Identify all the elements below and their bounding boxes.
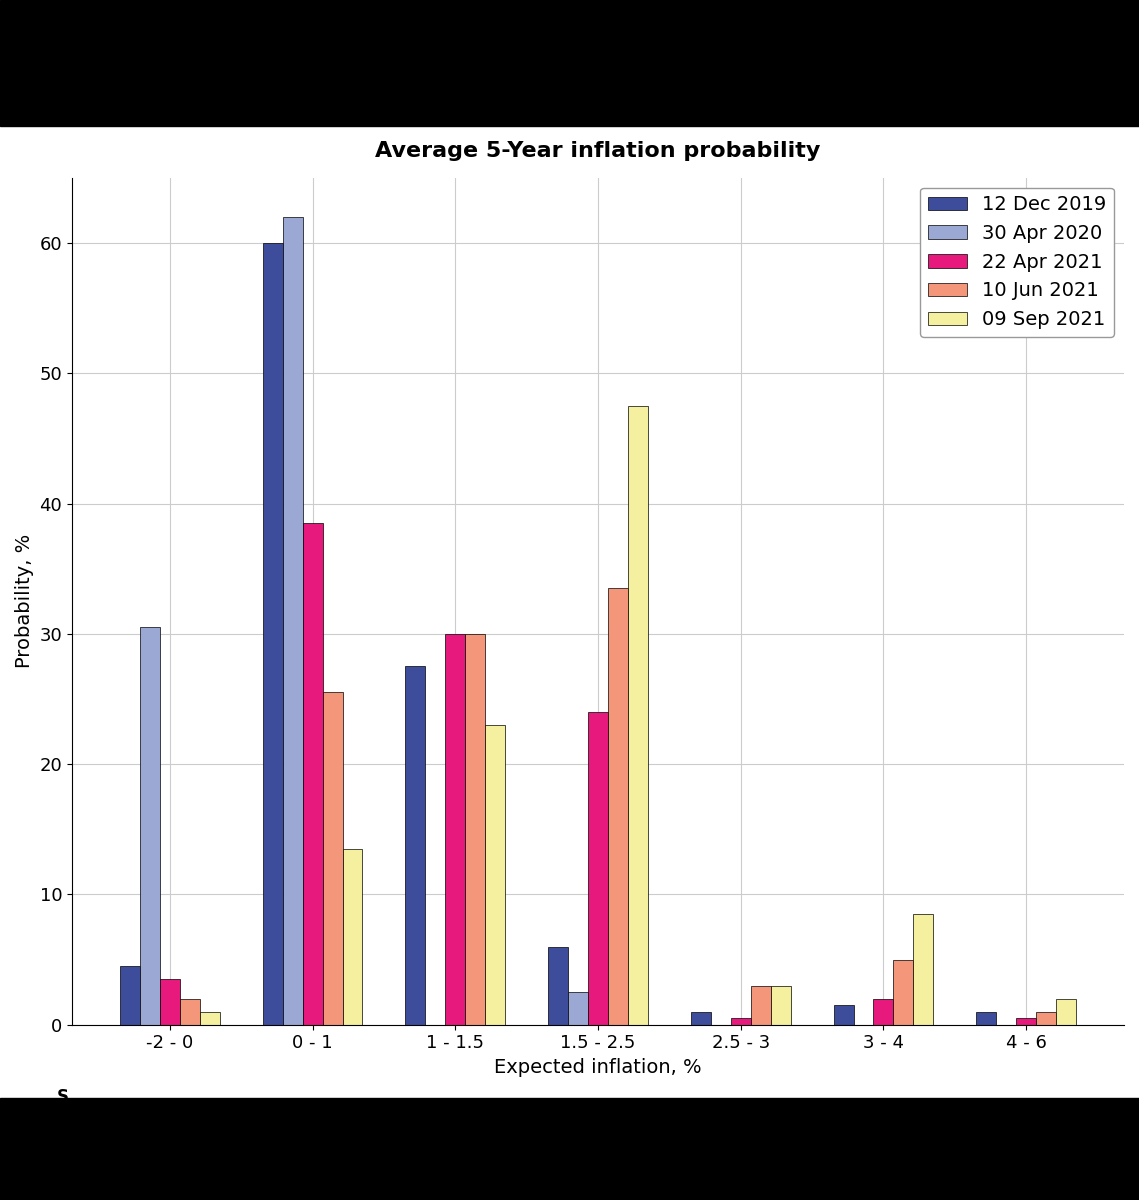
Bar bbox=[465, 634, 485, 1025]
Bar bbox=[199, 1012, 220, 1025]
Bar bbox=[282, 217, 303, 1025]
Y-axis label: Probability, %: Probability, % bbox=[15, 534, 34, 668]
Bar bbox=[322, 692, 343, 1025]
Text: 12 Oct 2020: 12 Oct 2020 bbox=[57, 1110, 151, 1126]
Bar bbox=[628, 406, 648, 1025]
Bar bbox=[303, 523, 322, 1025]
Legend: 12 Dec 2019, 30 Apr 2020, 22 Apr 2021, 10 Jun 2021, 09 Sep 2021: 12 Dec 2019, 30 Apr 2020, 22 Apr 2021, 1… bbox=[920, 187, 1114, 337]
Bar bbox=[1036, 1012, 1056, 1025]
Bar bbox=[893, 960, 913, 1025]
Bar bbox=[343, 848, 362, 1025]
Bar bbox=[485, 725, 506, 1025]
Bar bbox=[120, 966, 140, 1025]
Bar bbox=[263, 242, 282, 1025]
Bar bbox=[588, 712, 608, 1025]
Bar bbox=[751, 985, 771, 1025]
Bar bbox=[874, 998, 893, 1025]
Bar bbox=[608, 588, 628, 1025]
Bar bbox=[913, 914, 934, 1025]
Bar bbox=[405, 666, 425, 1025]
Bar bbox=[548, 947, 568, 1025]
Text: © Bank of Finland: © Bank of Finland bbox=[57, 1128, 195, 1142]
X-axis label: Expected inflation, %: Expected inflation, % bbox=[494, 1058, 702, 1078]
Bar bbox=[731, 1019, 751, 1025]
Text: S: S bbox=[57, 1087, 69, 1105]
Bar bbox=[976, 1012, 997, 1025]
Bar bbox=[834, 1006, 853, 1025]
Bar bbox=[1056, 998, 1076, 1025]
Bar bbox=[690, 1012, 711, 1025]
Bar bbox=[771, 985, 790, 1025]
Bar bbox=[445, 634, 465, 1025]
Bar bbox=[180, 998, 199, 1025]
Bar bbox=[568, 992, 588, 1025]
Bar bbox=[159, 979, 180, 1025]
Bar bbox=[140, 628, 159, 1025]
Title: Average 5-Year inflation probability: Average 5-Year inflation probability bbox=[376, 140, 821, 161]
Bar bbox=[1016, 1019, 1036, 1025]
